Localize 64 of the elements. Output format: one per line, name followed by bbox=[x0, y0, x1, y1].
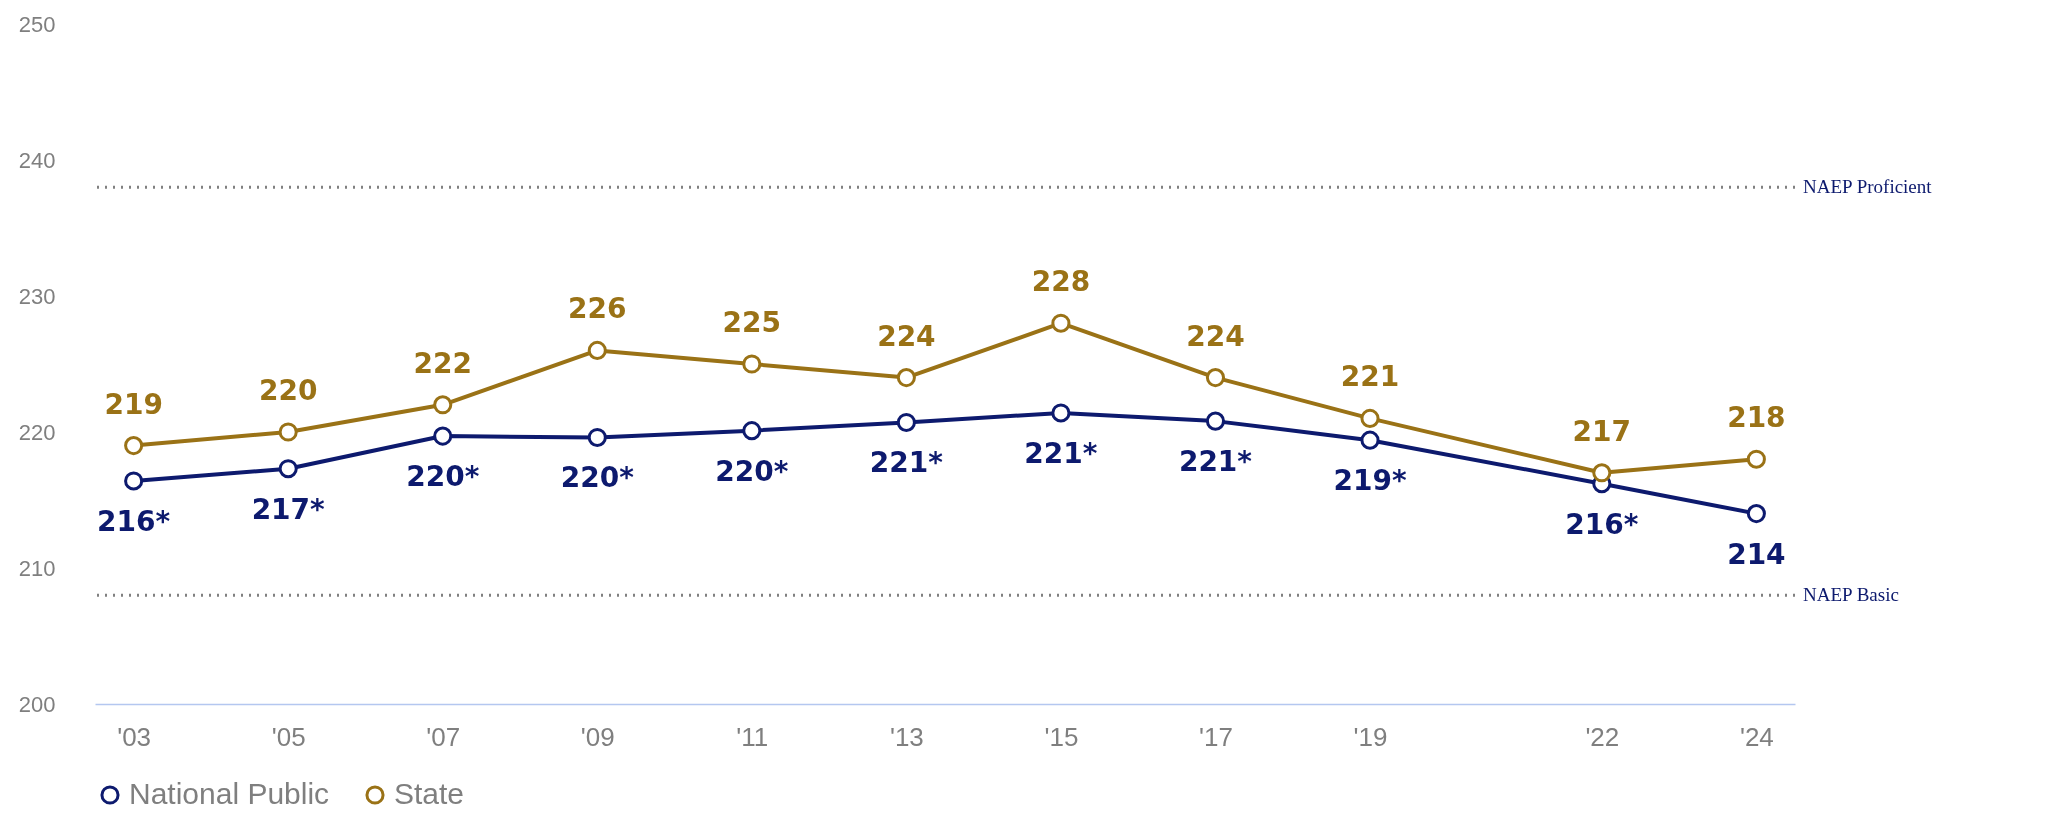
data-label: 217* bbox=[251, 492, 326, 526]
point bbox=[587, 340, 607, 360]
x-tick-label: '11 bbox=[736, 721, 769, 752]
x-tick-label: '22 bbox=[1585, 721, 1620, 752]
point bbox=[587, 427, 607, 447]
x-tick-label: '17 bbox=[1199, 721, 1233, 752]
data-label: 214 bbox=[1727, 537, 1786, 571]
data-label: 218 bbox=[1727, 401, 1786, 435]
x-tick-label: '07 bbox=[426, 721, 461, 752]
point bbox=[1592, 463, 1612, 483]
data-label: 221* bbox=[869, 446, 944, 480]
x-tick-label: '24 bbox=[1739, 721, 1774, 752]
data-label: 222 bbox=[413, 346, 472, 380]
point bbox=[742, 421, 762, 441]
x-tick-label: '03 bbox=[117, 721, 152, 752]
y-tick-label: 220 bbox=[18, 419, 56, 445]
point bbox=[896, 368, 916, 388]
data-label: 217 bbox=[1572, 414, 1632, 448]
legend-label: National Public bbox=[129, 777, 330, 810]
data-label: 228 bbox=[1031, 265, 1091, 299]
point bbox=[433, 426, 453, 446]
point bbox=[1360, 408, 1380, 428]
point bbox=[433, 395, 453, 415]
data-label: 220* bbox=[560, 461, 635, 495]
point bbox=[1746, 449, 1766, 469]
data-label: 226 bbox=[568, 292, 627, 326]
point bbox=[1746, 504, 1766, 524]
x-tick-label: '05 bbox=[271, 721, 306, 752]
point bbox=[1205, 368, 1226, 388]
point bbox=[278, 422, 298, 442]
point bbox=[896, 412, 916, 433]
legend-label: State bbox=[394, 777, 465, 810]
data-label: 221 bbox=[1340, 360, 1400, 394]
data-label: 224 bbox=[877, 319, 936, 353]
point bbox=[124, 471, 144, 491]
x-tick-label: '13 bbox=[889, 721, 924, 752]
point bbox=[124, 436, 144, 456]
data-label: 220* bbox=[715, 454, 789, 488]
ref-line-label: NAEP Basic bbox=[1803, 584, 1899, 606]
x-tick-label: '15 bbox=[1044, 721, 1079, 752]
point bbox=[278, 459, 298, 479]
data-label: 220* bbox=[406, 460, 480, 494]
y-tick-label: 200 bbox=[18, 691, 56, 717]
point bbox=[742, 354, 762, 374]
x-tick-label: '19 bbox=[1353, 721, 1388, 752]
point bbox=[1051, 313, 1071, 333]
point bbox=[1205, 411, 1226, 431]
data-label: 216* bbox=[97, 504, 171, 538]
y-tick-label: 240 bbox=[18, 147, 56, 173]
data-label: 219* bbox=[1333, 464, 1407, 498]
data-label: 224 bbox=[1186, 319, 1245, 353]
data-label: 220 bbox=[258, 374, 318, 407]
y-tick-label: 210 bbox=[18, 555, 56, 581]
data-label: 221* bbox=[1178, 445, 1253, 479]
ref-line-label: NAEP Proficient bbox=[1803, 176, 1933, 198]
data-label: 225 bbox=[722, 306, 782, 339]
point bbox=[1360, 430, 1380, 450]
data-label: 221* bbox=[1024, 436, 1098, 470]
data-label: 216* bbox=[1565, 507, 1639, 541]
x-tick-label: '09 bbox=[580, 721, 615, 752]
y-tick-label: 250 bbox=[18, 11, 56, 37]
point bbox=[1051, 403, 1071, 423]
data-label: 219 bbox=[104, 387, 163, 421]
y-tick-label: 230 bbox=[18, 283, 56, 309]
